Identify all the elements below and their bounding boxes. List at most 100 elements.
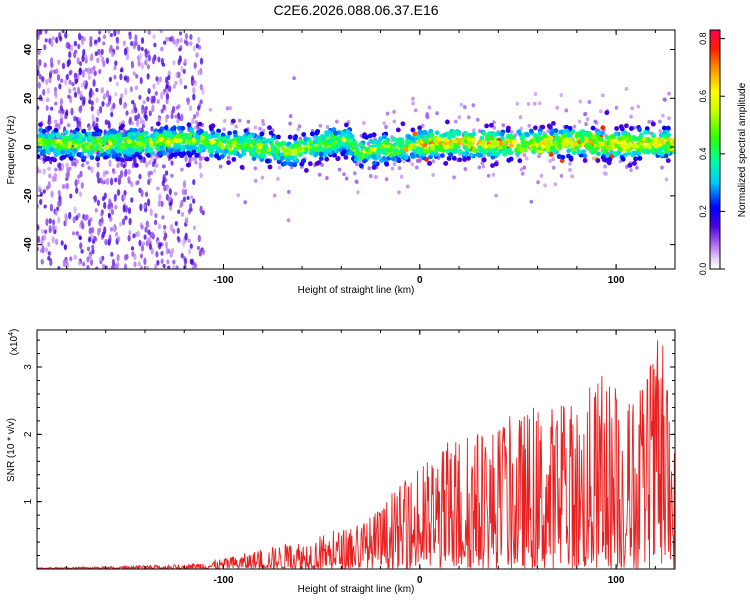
spectrogram-band-cell [607, 157, 613, 162]
spectrogram-noise-cell [148, 159, 152, 165]
spectrogram-band-cell [186, 150, 192, 156]
spectrogram-band-cell [506, 157, 512, 163]
spectrogram-band-cell [533, 125, 538, 131]
spectrogram-band-cell [267, 164, 273, 170]
spectrogram-noise-cell [325, 176, 329, 180]
spectrogram-noise-cell [149, 208, 153, 217]
spectrogram-band-cell [163, 125, 169, 131]
spectrogram-band-cell [332, 152, 337, 158]
spectrogram-noise-cell [57, 265, 61, 269]
spectrogram-band-cell [251, 156, 257, 162]
spectrogram-band-cell [240, 138, 245, 144]
spectrogram-noise-cell [66, 171, 70, 178]
x-tick-label: 0 [417, 275, 423, 286]
spectrogram-band-cell [231, 143, 237, 148]
spectrogram-noise-cell [384, 125, 388, 129]
spectrogram-noise-cell [162, 263, 166, 269]
spectrogram-noise-cell [87, 74, 91, 80]
spectrogram-noise-cell [167, 265, 171, 269]
spectrogram-band-cell [400, 121, 406, 127]
spectrogram-noise-cell [44, 247, 49, 253]
spectrogram-band-cell [445, 119, 450, 125]
spectrogram-band-cell [81, 155, 87, 161]
spectrogram-noise-cell [189, 41, 193, 46]
spectrogram-noise-cell [559, 173, 564, 178]
spectrogram-band-cell [422, 138, 428, 144]
spectrogram-band-cell [94, 131, 99, 137]
spectrogram-noise-cell [228, 106, 233, 111]
spectrogram-band-cell [134, 151, 140, 157]
spectrogram-band-cell [540, 144, 546, 150]
spectrogram-noise-cell [172, 264, 176, 269]
spectrogram-band-cell [417, 150, 423, 156]
spectrogram-noise-cell [146, 265, 150, 269]
spectrogram-noise-cell [199, 57, 204, 65]
spectrogram-band-cell [285, 157, 291, 163]
spectrogram-noise-cell [658, 129, 662, 134]
spectrogram-band-cell [593, 142, 599, 148]
spectrogram-band-cell [231, 157, 237, 162]
spectrogram-band-cell [362, 158, 367, 164]
colorbar-tick-label: 0.6 [698, 90, 708, 103]
spectrogram-band-cell [387, 148, 393, 154]
spectrogram-noise-cell [146, 64, 150, 70]
spectrogram-noise-cell [406, 184, 410, 189]
spectrogram-noise-cell [463, 105, 467, 110]
spectrogram-noise-cell [93, 195, 97, 200]
spectrogram-band-cell [69, 156, 74, 161]
spectrogram-band-cell [255, 148, 261, 154]
spectrogram-noise-cell [142, 100, 146, 105]
spectrogram-band-cell [564, 124, 569, 130]
spectrogram-noise-cell [140, 224, 144, 230]
spectrogram-band-cell [524, 132, 530, 138]
spectrogram-band-cell [429, 151, 435, 157]
y-tick-label: -20 [23, 188, 34, 203]
spectrogram-noise-cell [76, 57, 80, 65]
spectrogram-band-cell [67, 140, 72, 146]
spectrogram-noise-cell [139, 253, 144, 259]
spectrogram-noise-cell [486, 173, 491, 178]
spectrogram-noise-cell [189, 243, 193, 249]
spectrogram-noise-cell [237, 118, 242, 123]
spectrogram-band-cell [250, 140, 256, 146]
spectrogram-band-cell [314, 161, 320, 167]
spectrogram-noise-cell [155, 251, 159, 258]
spectrogram-noise-cell [114, 231, 119, 237]
spectrogram-noise-cell [175, 265, 179, 269]
spectrogram-band-cell [72, 148, 78, 154]
spectrogram-band-cell [440, 153, 445, 159]
spectrogram-band-cell [489, 122, 494, 128]
spectrogram-band-cell [148, 147, 154, 153]
spectrogram-noise-cell [40, 228, 45, 235]
y-tick-label: -40 [23, 237, 34, 252]
spectrogram-band-cell [175, 143, 180, 149]
spectrogram-noise-cell [402, 159, 406, 164]
spectrogram-band-cell [383, 151, 388, 156]
spectrogram-band-cell [327, 129, 332, 135]
spectrogram-noise-cell [43, 234, 47, 241]
spectrogram-band-cell [639, 145, 644, 151]
spectrogram-noise-cell [344, 176, 349, 181]
spectrogram-band-cell [81, 128, 87, 134]
spectrogram-noise-cell [67, 58, 71, 66]
spectrogram-noise-cell [113, 30, 117, 37]
snr-panel: -100 0 100 1 2 3 Height of straight line (km… [6, 329, 676, 595]
spectrogram-band-cell [276, 134, 281, 140]
spectrogram-band-cell [82, 148, 87, 154]
spectrogram-band-cell [466, 136, 471, 142]
spectrogram-band-cell [369, 147, 374, 152]
spectrogram-noise-cell [172, 228, 176, 234]
spectrogram-noise-cell [177, 58, 181, 66]
spectrogram-band-cell [646, 137, 652, 143]
spectrogram-band-cell [81, 143, 86, 149]
spectrogram-band-cell [395, 127, 401, 133]
spectrogram-band-cell [448, 152, 454, 158]
spectrogram-noise-cell [107, 30, 111, 34]
spectrogram-noise-cell [121, 120, 125, 125]
spectrogram-noise-cell [169, 223, 174, 232]
x-tick-label: 100 [608, 575, 625, 586]
spectrogram-noise-cell [138, 94, 142, 100]
spectrogram-noise-cell [197, 234, 201, 243]
spectrogram-noise-cell [100, 87, 104, 94]
spectrogram-noise-cell [107, 212, 111, 218]
